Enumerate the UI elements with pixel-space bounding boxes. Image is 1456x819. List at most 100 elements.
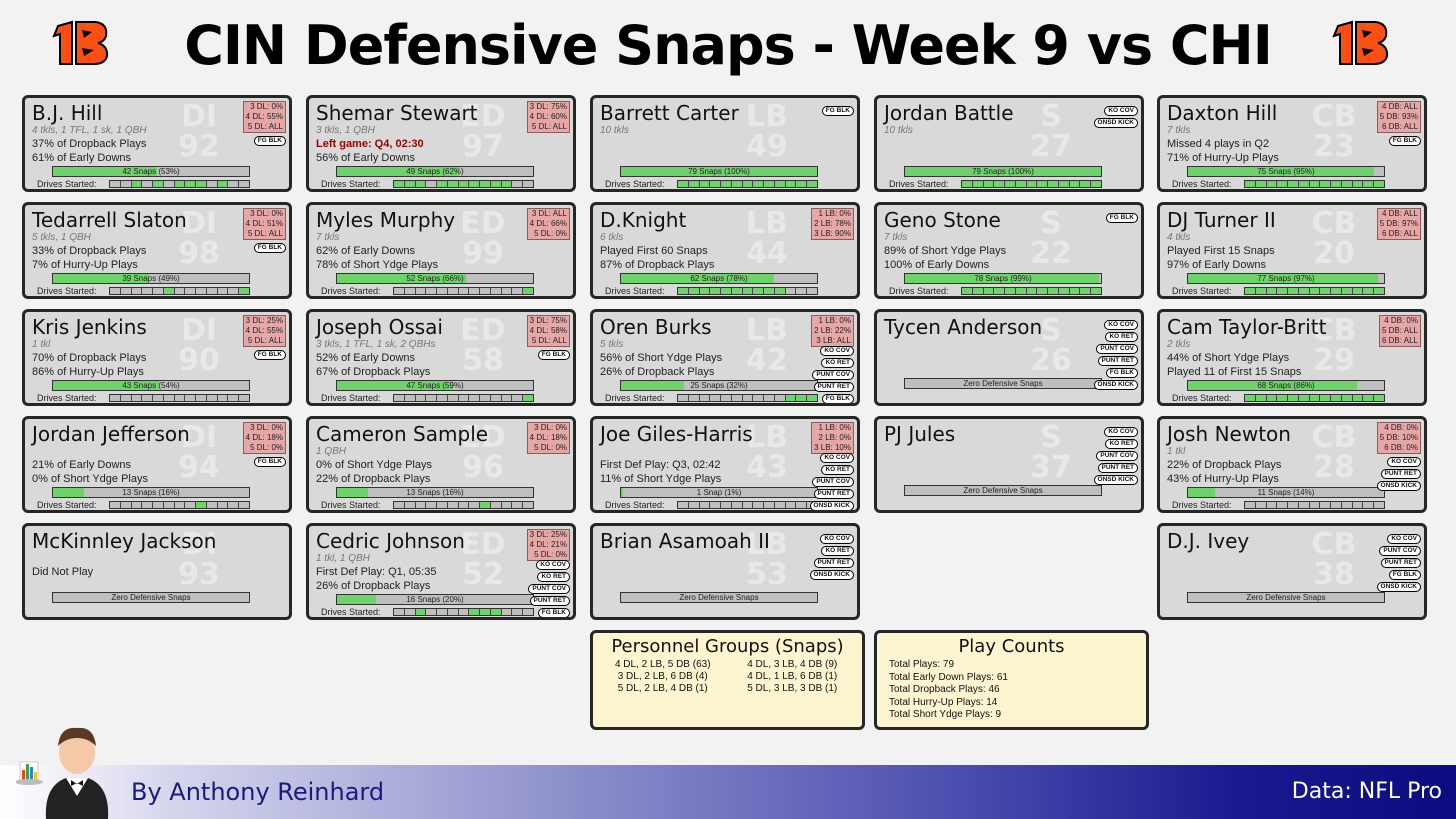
drive-cell bbox=[153, 502, 164, 508]
personnel-share: 5 DL: 0% bbox=[534, 229, 567, 238]
drive-cell bbox=[437, 609, 448, 615]
player-name: Cedric Johnson bbox=[316, 529, 465, 553]
drive-cell bbox=[1037, 288, 1049, 294]
personnel-share: 3 DL: 0% bbox=[250, 423, 283, 432]
special-teams-tags: KO COV PUNT RET ONSD KICK bbox=[1376, 457, 1421, 493]
drive-cell bbox=[502, 288, 513, 294]
drive-cell bbox=[405, 395, 416, 401]
personnel-share: 4 DL: 18% bbox=[245, 433, 283, 442]
personnel-item: 3 DL, 2 LB, 6 DB (4) bbox=[617, 671, 708, 682]
personnel-share-box: 1 LB: 0% 2 LB: 22% 3 LB: ALL bbox=[811, 315, 854, 347]
drive-cell bbox=[448, 609, 459, 615]
drive-cell bbox=[775, 502, 786, 508]
stat-line: 0% of Short Ydge Plays bbox=[316, 459, 432, 471]
play-count-item: Total Dropback Plays: 46 bbox=[889, 684, 1000, 695]
snap-count-bar: Zero Defensive Snaps bbox=[52, 592, 250, 603]
special-teams-tag: PUNT COV bbox=[812, 477, 854, 487]
drive-cell bbox=[710, 181, 722, 187]
snap-count-bar: 39 Snaps (49%) bbox=[52, 273, 250, 284]
drive-cell bbox=[1288, 395, 1299, 401]
tackle-stats: 3 tkls, 1 TFL, 1 sk, 2 QBHs bbox=[316, 339, 436, 350]
special-teams-tag: FG BLK bbox=[1105, 368, 1138, 378]
drive-cell bbox=[775, 395, 786, 401]
drive-cell bbox=[710, 288, 722, 294]
drive-cell bbox=[218, 395, 229, 401]
drive-cell bbox=[1245, 395, 1256, 401]
play-counts-box: Play Counts Total Plays: 79 Total Early … bbox=[874, 630, 1149, 730]
player-card: DI 98 Tedarrell Slaton 5 tkls, 1 QBH 33% of … bbox=[22, 202, 292, 299]
special-teams-tags: FG BLK bbox=[253, 350, 286, 362]
drive-cell bbox=[807, 181, 817, 187]
drive-cell bbox=[121, 288, 132, 294]
drive-cell bbox=[405, 502, 416, 508]
drive-cell bbox=[480, 395, 491, 401]
position-watermark: CB bbox=[1311, 420, 1357, 455]
drive-cell bbox=[1288, 181, 1299, 187]
special-teams-tag: PUNT RET bbox=[1097, 356, 1138, 366]
drive-cell bbox=[175, 502, 186, 508]
drive-cell bbox=[142, 395, 154, 401]
player-name: Josh Newton bbox=[1167, 422, 1291, 446]
butler-mascot-icon bbox=[16, 727, 109, 819]
player-card: DI 93 McKinnley Jackson Did Not Play Zero De… bbox=[22, 523, 292, 620]
snap-count-label: 78 Snaps (99%) bbox=[974, 274, 1032, 283]
special-teams-tags: FG BLK bbox=[537, 350, 570, 362]
player-name: McKinnley Jackson bbox=[32, 529, 217, 553]
special-teams-tag: ONSD KICK bbox=[1093, 380, 1138, 390]
drive-cell bbox=[502, 609, 513, 615]
drive-cell bbox=[1080, 288, 1092, 294]
stat-line: 22% of Dropback Plays bbox=[1167, 459, 1282, 471]
special-teams-tag: KO RET bbox=[821, 546, 854, 556]
drive-cell bbox=[480, 502, 491, 508]
drives-started-label: Drives Started: bbox=[1172, 500, 1232, 510]
drive-cell bbox=[689, 395, 700, 401]
drive-cell bbox=[394, 502, 405, 508]
personnel-share: 6 DB: ALL bbox=[1381, 229, 1418, 238]
special-teams-tags: KO COV PUNT COV PUNT RET FG BLK ONSD KICK bbox=[1376, 534, 1421, 594]
snap-count-label: Zero Defensive Snaps bbox=[679, 593, 759, 602]
jersey-number-watermark: 22 bbox=[1030, 236, 1072, 271]
drive-cell bbox=[688, 181, 700, 187]
personnel-item: 5 DL, 3 LB, 3 DB (1) bbox=[747, 683, 838, 694]
personnel-groups-list: 4 DL, 2 LB, 5 DB (63) 4 DL, 3 LB, 4 DB (… bbox=[593, 659, 862, 695]
drive-cell bbox=[132, 502, 143, 508]
stat-line: 61% of Early Downs bbox=[32, 152, 132, 164]
drives-started-track bbox=[109, 394, 250, 402]
drive-cell bbox=[394, 181, 405, 187]
drive-cell bbox=[1352, 181, 1364, 187]
drive-cell bbox=[796, 502, 808, 508]
drive-cell bbox=[753, 288, 765, 294]
special-teams-tag: ONSD KICK bbox=[1093, 475, 1138, 485]
drive-cell bbox=[121, 395, 132, 401]
snap-count-bar: 1 Snap (1%) bbox=[620, 487, 818, 498]
drive-cell bbox=[239, 288, 249, 294]
drive-cell bbox=[469, 609, 481, 615]
snap-count-label: 1 Snap (1%) bbox=[696, 488, 742, 497]
drive-cell bbox=[972, 181, 984, 187]
personnel-share: 6 DB: 0% bbox=[1384, 443, 1418, 452]
personnel-item: 4 DL, 1 LB, 6 DB (1) bbox=[747, 671, 838, 682]
drive-cell bbox=[1341, 288, 1353, 294]
drive-cell bbox=[153, 181, 164, 187]
drive-cell bbox=[196, 181, 207, 187]
drive-cell bbox=[678, 181, 689, 187]
drives-started-label: Drives Started: bbox=[321, 500, 381, 510]
player-card: ED 97 Shemar Stewart 3 tkls, 1 QBH Left game… bbox=[306, 95, 576, 192]
drive-cell bbox=[196, 502, 207, 508]
drive-cell bbox=[131, 181, 143, 187]
drive-cell bbox=[1353, 502, 1364, 508]
special-teams-tag: KO COV bbox=[820, 534, 854, 544]
drives-started-label: Drives Started: bbox=[37, 500, 97, 510]
drives-started-label: Drives Started: bbox=[321, 179, 381, 189]
tackle-stats: 5 tkls bbox=[600, 339, 624, 350]
drive-cell bbox=[218, 502, 229, 508]
drive-cell bbox=[1058, 181, 1070, 187]
drive-cell bbox=[239, 395, 249, 401]
drive-cell bbox=[196, 395, 207, 401]
personnel-share: 3 DL: 0% bbox=[250, 209, 283, 218]
snap-count-bar: 52 Snaps (66%) bbox=[336, 273, 534, 284]
stat-line: 71% of Hurry-Up Plays bbox=[1167, 152, 1279, 164]
personnel-share-box: 3 DL: 0% 4 DL: 55% 5 DL: ALL bbox=[242, 101, 286, 133]
drive-cell bbox=[688, 288, 700, 294]
jersey-number-watermark: 27 bbox=[1030, 129, 1072, 164]
